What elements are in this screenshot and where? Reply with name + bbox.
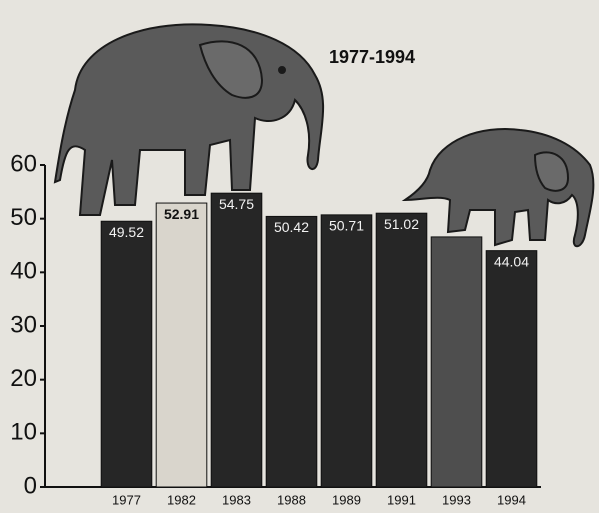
chart-title: 1977-1994 — [329, 47, 415, 67]
x-tick-label: 1982 — [167, 492, 196, 507]
y-tick-label: 60 — [10, 150, 37, 177]
data-label: 54.75 — [219, 196, 254, 212]
y-tick-label: 30 — [10, 311, 37, 338]
chart: 1977-1994 0 10 20 30 40 50 60 1977 49.52 1982 52.9… — [0, 0, 599, 513]
y-tick-label: 10 — [10, 419, 37, 446]
bar — [431, 237, 482, 487]
x-tick-label: 1991 — [387, 492, 416, 507]
data-label: 50.42 — [274, 219, 309, 235]
data-label: 49.52 — [109, 224, 144, 240]
bar — [486, 251, 537, 487]
data-label: 52.91 — [164, 206, 199, 222]
data-label: 50.71 — [329, 218, 364, 234]
bar — [156, 203, 207, 487]
data-label: 51.02 — [384, 216, 419, 232]
y-tick-label: 0 — [24, 472, 37, 499]
x-tick-label: 1988 — [277, 492, 306, 507]
bar — [211, 193, 262, 487]
y-tick-label: 40 — [10, 258, 37, 285]
bar — [101, 221, 152, 487]
data-label: 44.04 — [494, 253, 529, 269]
y-tick-label: 20 — [10, 365, 37, 392]
x-tick-label: 1993 — [442, 492, 471, 507]
x-tick-label: 1983 — [222, 492, 251, 507]
x-tick-label: 1977 — [112, 492, 141, 507]
bar — [376, 213, 427, 487]
x-tick-label: 1989 — [332, 492, 361, 507]
x-tick-label: 1994 — [497, 492, 526, 507]
y-tick-label: 50 — [10, 204, 37, 231]
bar — [321, 215, 372, 487]
bar — [266, 216, 317, 487]
